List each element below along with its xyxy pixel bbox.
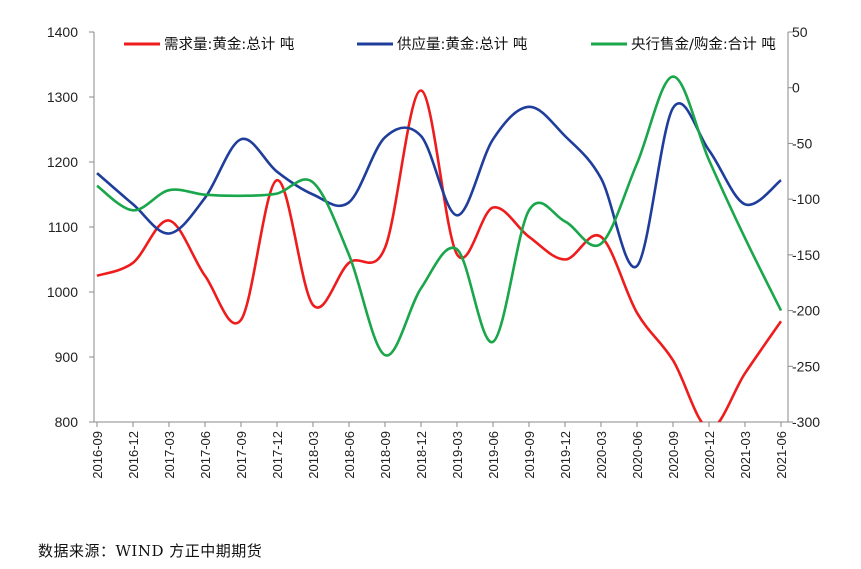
left-axis-ticks: 800 900 1000 1100 1200 1300 1400 (47, 24, 94, 430)
x-tick-label: 2017-06 (198, 431, 213, 479)
x-tick-label: 2018-03 (306, 431, 321, 479)
right-tick-label: -150 (792, 247, 820, 263)
legend-label-central-bank: 央行售金/购金:合计 吨 (631, 36, 776, 53)
x-tick-label: 2016-12 (126, 431, 141, 479)
x-tick-label: 2017-03 (162, 431, 177, 479)
legend-label-demand: 需求量:黄金:总计 吨 (164, 36, 294, 53)
x-tick-label: 2020-06 (630, 431, 645, 479)
source-note: 数据来源：WIND 方正中期期货 (38, 542, 263, 560)
x-tick-label: 2016-09 (90, 431, 105, 479)
x-tick-label: 2018-06 (342, 431, 357, 479)
legend-label-supply: 供应量:黄金:总计 吨 (397, 35, 527, 53)
x-tick-label: 2019-09 (522, 431, 537, 479)
right-tick-label: -250 (792, 358, 820, 374)
x-tick-label: 2019-03 (450, 431, 465, 479)
x-tick-label: 2018-09 (378, 431, 393, 479)
left-tick-label: 800 (55, 414, 79, 430)
left-tick-label: 1300 (47, 89, 78, 105)
right-tick-label: 0 (792, 80, 800, 96)
series-line-supply (96, 102, 782, 269)
series-lines (96, 75, 783, 422)
x-tick-label: 2021-06 (774, 431, 789, 479)
x-tick-label: 2020-09 (666, 431, 681, 479)
left-tick-label: 1400 (47, 24, 78, 40)
x-tick-label: 2020-12 (702, 431, 717, 479)
series-line-demand (96, 89, 783, 422)
left-tick-label: 1200 (47, 154, 78, 170)
left-tick-label: 900 (55, 349, 79, 365)
x-axis-ticks: 2016-09 2016-12 2017-03 2017-06 2017-09 2017-… (90, 422, 789, 479)
right-tick-label: -200 (792, 303, 820, 319)
legend: 需求量:黄金:总计 吨 供应量:黄金:总计 吨 央行售金/购金:合计 吨 (124, 35, 776, 53)
left-tick-label: 1100 (48, 219, 78, 235)
series-line-central-bank (96, 75, 783, 357)
x-tick-label: 2017-09 (234, 431, 249, 479)
right-tick-label: -50 (792, 135, 812, 151)
x-tick-label: 2017-12 (270, 431, 285, 479)
right-tick-label: 50 (792, 24, 808, 40)
x-tick-label: 2021-03 (738, 431, 753, 479)
right-tick-label: -100 (792, 191, 820, 207)
right-tick-label: -300 (792, 414, 820, 430)
x-tick-label: 2020-03 (594, 431, 609, 479)
x-tick-label: 2019-12 (558, 431, 573, 479)
left-tick-label: 1000 (47, 284, 78, 300)
x-tick-label: 2018-12 (414, 431, 429, 479)
right-axis-ticks: -300 -250 -200 -150 -100 -50 0 50 (788, 24, 820, 430)
x-tick-label: 2019-06 (486, 431, 501, 479)
